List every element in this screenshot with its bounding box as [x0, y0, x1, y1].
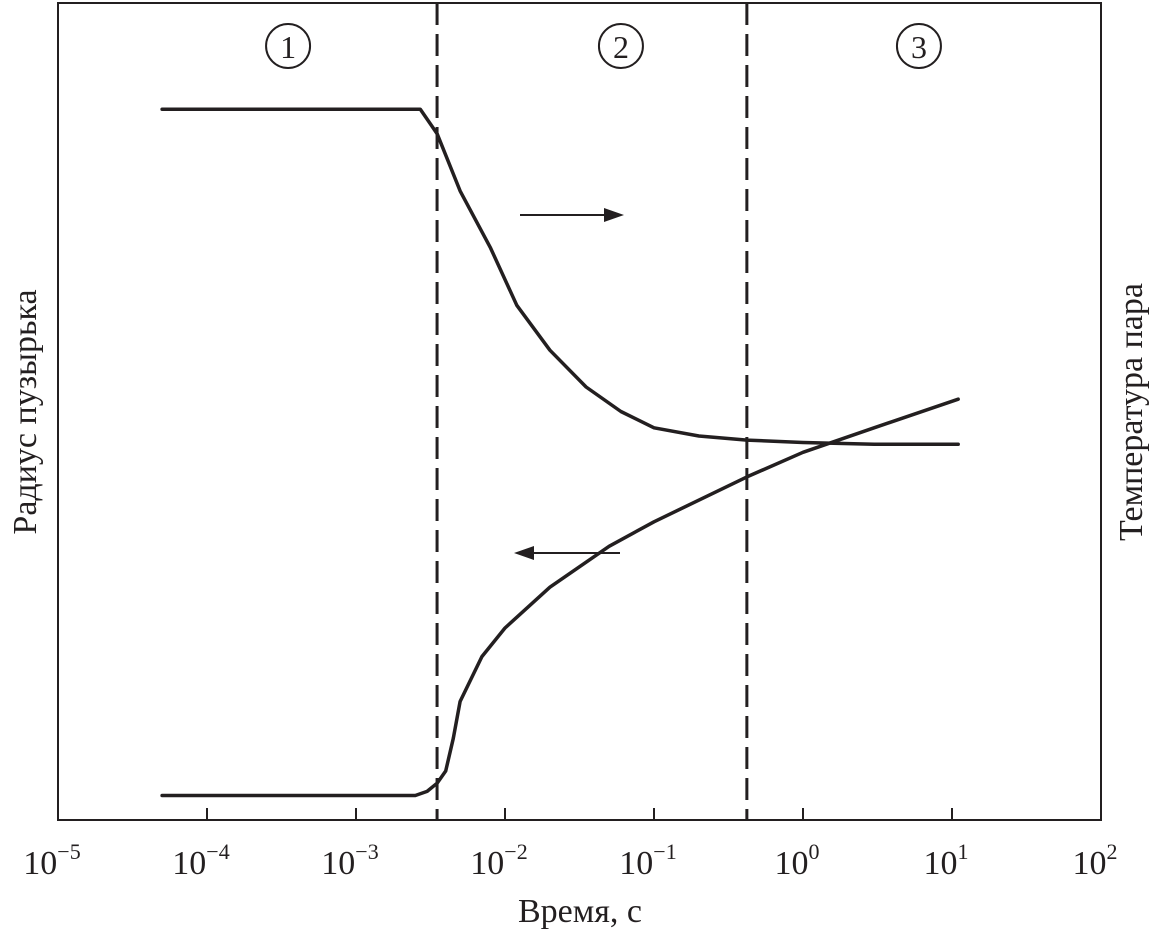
labels-layer: Время, с Радиус пузырька Температура пар…: [7, 283, 1150, 930]
x-tick-label: 10−5: [23, 839, 80, 882]
region-label-3: 3: [895, 23, 942, 69]
region-circle: [895, 23, 942, 69]
region-circle: [265, 23, 312, 69]
x-ticks: 10−5 10−4 10−3 10−2 10−1 100 101 102: [23, 808, 1118, 882]
series-right-axis-curve: [160, 107, 960, 446]
x-tick-label: 100: [775, 839, 820, 882]
arrow-left-head: [514, 546, 534, 560]
series-layer: [160, 107, 960, 798]
x-axis-title: Время, с: [518, 893, 642, 930]
y-axis-title-left: Радиус пузырька: [7, 289, 44, 534]
region-number: 1: [280, 29, 296, 65]
axis-arrows: [514, 208, 624, 560]
x-tick-label: 101: [924, 839, 969, 882]
region-circle: [597, 23, 644, 69]
plot-frame: [57, 2, 1102, 821]
region-number: 2: [613, 29, 629, 65]
region-label-1: 1: [265, 23, 312, 69]
plot-layer: 1 2 3: [57, 2, 1102, 821]
x-tick-label: 10−4: [172, 839, 229, 882]
x-tick-label: 10−2: [470, 839, 527, 882]
series-left-axis-curve: [160, 397, 960, 798]
region-label-2: 2: [597, 23, 644, 69]
x-tick-label: 10−1: [619, 839, 676, 882]
region-number: 3: [911, 29, 927, 65]
x-tick-label: 10−3: [321, 839, 378, 882]
x-tick-label: 102: [1073, 839, 1118, 882]
y-axis-title-right: Температура пара: [1113, 283, 1150, 541]
arrow-right-head: [604, 208, 624, 222]
